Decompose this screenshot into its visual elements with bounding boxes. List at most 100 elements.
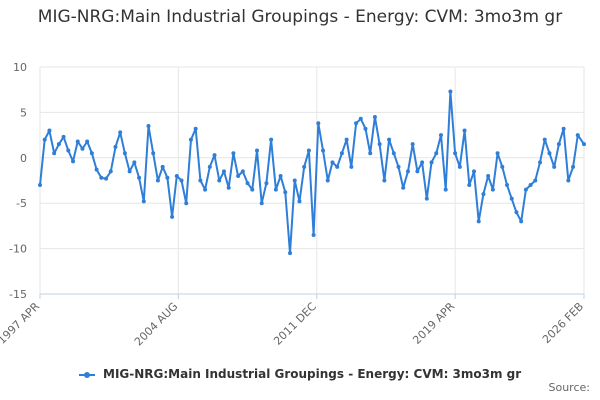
chart-title: MIG-NRG:Main Industrial Groupings - Ener… xyxy=(37,7,563,27)
data-point xyxy=(448,89,453,94)
data-point xyxy=(56,142,61,147)
legend-symbol xyxy=(78,370,95,380)
data-point xyxy=(122,151,127,156)
data-point xyxy=(240,169,245,174)
y-tick-label: -10 xyxy=(9,243,27,256)
data-point xyxy=(297,199,302,204)
data-point xyxy=(155,178,160,183)
data-point xyxy=(363,126,368,131)
data-point xyxy=(52,151,57,156)
data-point xyxy=(481,192,486,197)
data-point xyxy=(38,183,42,188)
data-point xyxy=(311,232,316,237)
data-point xyxy=(104,176,109,181)
data-point xyxy=(387,137,392,142)
data-point xyxy=(542,137,547,142)
data-point xyxy=(99,175,104,180)
legend-marker xyxy=(83,371,90,378)
data-point xyxy=(302,164,307,169)
legend[interactable]: MIG-NRG:Main Industrial Groupings - Ener… xyxy=(0,367,600,381)
data-point xyxy=(184,201,189,206)
data-point xyxy=(330,160,335,165)
data-point xyxy=(368,151,373,156)
data-point xyxy=(505,183,510,188)
data-point xyxy=(316,121,321,126)
data-point xyxy=(405,169,410,174)
data-point xyxy=(401,185,406,190)
data-point xyxy=(264,181,269,186)
data-point xyxy=(198,178,203,183)
data-point xyxy=(471,169,476,174)
data-point xyxy=(80,146,85,151)
data-point xyxy=(188,137,193,142)
data-point xyxy=(236,173,241,178)
data-point xyxy=(443,187,448,192)
data-point xyxy=(66,148,71,153)
data-point xyxy=(217,178,222,183)
data-point xyxy=(283,190,288,195)
data-point xyxy=(165,175,170,180)
data-point xyxy=(339,151,344,156)
data-point xyxy=(94,167,99,172)
x-tick-label: 2004 AUG xyxy=(132,300,181,349)
y-tick-label: -5 xyxy=(16,197,27,210)
y-tick-label: 0 xyxy=(20,152,27,165)
data-point xyxy=(571,164,576,169)
data-point xyxy=(108,169,113,174)
data-point xyxy=(420,160,425,165)
data-point xyxy=(514,210,519,215)
data-point xyxy=(495,151,500,156)
data-point xyxy=(335,164,340,169)
data-point xyxy=(538,160,543,165)
data-point xyxy=(372,114,377,119)
series-line xyxy=(39,90,585,255)
data-point xyxy=(438,133,443,138)
y-tick-label: -15 xyxy=(9,288,27,301)
data-point xyxy=(127,169,132,174)
data-point xyxy=(118,130,123,135)
data-point xyxy=(306,148,311,153)
data-point xyxy=(113,144,118,149)
data-point xyxy=(226,185,231,190)
data-point xyxy=(382,178,387,183)
data-point xyxy=(75,139,80,144)
data-point xyxy=(273,187,278,192)
data-point xyxy=(429,160,434,165)
credits[interactable]: Source: xyxy=(548,381,591,394)
x-tick-label: 2019 APR xyxy=(410,300,457,347)
data-point xyxy=(415,169,420,174)
data-point xyxy=(325,178,330,183)
data-point xyxy=(358,116,363,121)
data-point xyxy=(71,159,76,164)
data-point xyxy=(561,126,566,131)
data-point xyxy=(556,142,561,147)
data-point xyxy=(146,124,151,129)
data-point xyxy=(500,164,505,169)
data-point xyxy=(137,175,142,180)
data-point xyxy=(344,137,349,142)
data-point xyxy=(391,151,396,156)
data-point xyxy=(462,128,467,133)
data-point xyxy=(231,151,236,156)
data-point xyxy=(467,183,472,188)
data-point xyxy=(424,196,429,201)
legend-label: MIG-NRG:Main Industrial Groupings - Ener… xyxy=(103,367,522,381)
data-point xyxy=(547,151,552,156)
y-axis: 10 5 0 -5 -10 -15 xyxy=(9,61,27,301)
data-point xyxy=(61,134,66,139)
data-point xyxy=(47,128,52,133)
data-point xyxy=(349,164,354,169)
y-tick-label: 10 xyxy=(13,61,27,74)
data-point xyxy=(212,153,217,158)
data-point xyxy=(42,137,47,142)
data-point xyxy=(476,219,481,224)
data-point xyxy=(321,148,326,153)
data-point xyxy=(207,164,212,169)
data-point xyxy=(566,178,571,183)
x-tick-label: 2011 DEC xyxy=(271,300,319,348)
data-point xyxy=(151,151,156,156)
data-point xyxy=(245,181,250,186)
plot-area xyxy=(38,89,586,256)
data-point xyxy=(434,151,439,156)
data-point xyxy=(519,219,524,224)
